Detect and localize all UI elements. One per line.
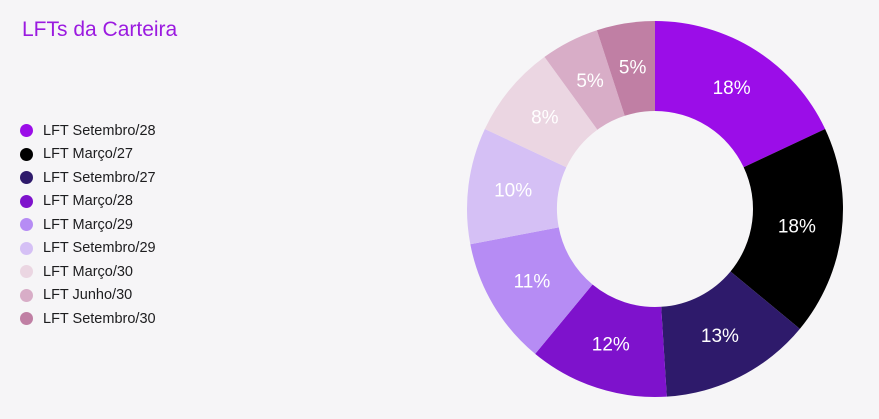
legend-swatch	[20, 312, 33, 326]
legend-swatch	[20, 288, 33, 302]
chart-title: LFTs da Carteira	[22, 18, 178, 41]
legend-label: LFT Junho/30	[43, 287, 133, 304]
legend-item: LFT Setembro/27	[20, 166, 156, 190]
donut-slice	[596, 21, 655, 116]
legend-swatch	[20, 147, 33, 161]
legend-item: LFT Setembro/30	[20, 307, 156, 331]
legend-item: LFT Março/27	[20, 143, 156, 167]
donut-slice	[544, 30, 625, 130]
donut-slice	[484, 56, 598, 168]
slice-data-label: 5%	[619, 57, 647, 78]
legend-item: LFT Setembro/29	[20, 237, 156, 261]
slice-data-label: 5%	[576, 71, 604, 92]
legend-item: LFT Junho/30	[20, 284, 156, 308]
legend-label: LFT Setembro/29	[43, 240, 156, 257]
legend-label: LFT Março/28	[43, 193, 133, 210]
legend-label: LFT Setembro/27	[43, 169, 156, 186]
legend-item: LFT Março/30	[20, 260, 156, 284]
legend-label: LFT Março/30	[43, 263, 133, 280]
donut-slice	[661, 271, 800, 397]
donut-slice	[730, 128, 843, 329]
slice-data-label: 11%	[514, 271, 551, 292]
legend-swatch	[20, 218, 33, 232]
slice-data-label: 8%	[531, 107, 559, 128]
slice-data-label: 10%	[494, 181, 532, 202]
legend-label: LFT Setembro/28	[43, 122, 156, 139]
legend-label: LFT Março/29	[43, 216, 133, 233]
legend-swatch	[20, 171, 33, 185]
legend-label: LFT Março/27	[43, 146, 133, 163]
slice-data-label: 12%	[592, 335, 630, 356]
slice-data-label: 18%	[713, 78, 751, 99]
donut-slice	[655, 21, 826, 168]
chart-legend: LFT Setembro/28 LFT Março/27 LFT Setembro/…	[20, 119, 156, 331]
legend-swatch	[20, 194, 33, 208]
slice-data-label: 13%	[701, 326, 739, 347]
slice-data-label: 18%	[778, 216, 816, 237]
legend-item: LFT Março/28	[20, 190, 156, 214]
legend-swatch	[20, 124, 33, 138]
legend-swatch	[20, 241, 33, 255]
legend-label: LFT Setembro/30	[43, 310, 156, 327]
donut-slice	[535, 284, 667, 397]
legend-item: LFT Março/29	[20, 213, 156, 237]
legend-swatch	[20, 265, 33, 279]
legend-item: LFT Setembro/28	[20, 119, 156, 143]
donut-slice	[470, 227, 593, 354]
donut-slice	[467, 128, 567, 245]
